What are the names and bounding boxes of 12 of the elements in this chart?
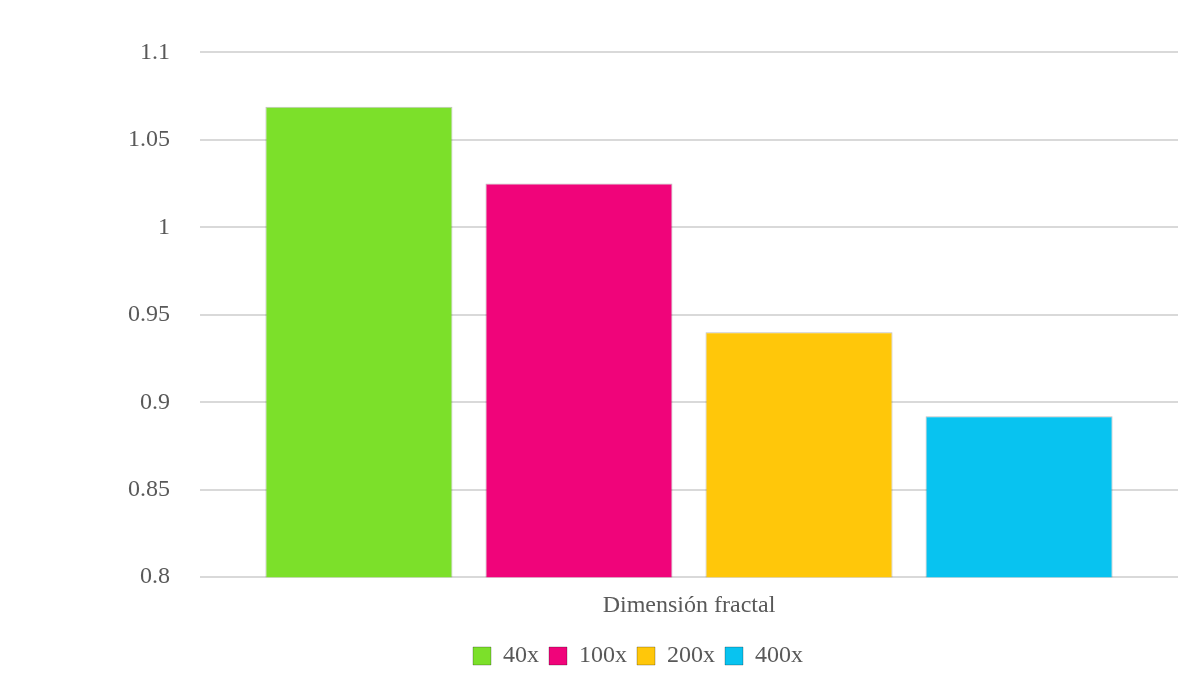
y-tick-label: 0.8 <box>140 562 170 589</box>
x-tick-label: Dimensión fractal <box>602 590 776 617</box>
legend-label: 100x <box>579 641 627 668</box>
y-tick-label: 0.85 <box>128 475 170 502</box>
y-tick-label: 0.95 <box>128 300 170 327</box>
legend-label: 200x <box>667 641 715 668</box>
y-tick-label: 1 <box>158 212 170 239</box>
legend-label: 400x <box>755 641 803 668</box>
y-tick-label: 0.9 <box>140 387 170 414</box>
legend-label: 40x <box>503 641 539 668</box>
y-tick-label: 1.05 <box>128 125 170 152</box>
y-tick-label: 1.1 <box>140 37 170 64</box>
